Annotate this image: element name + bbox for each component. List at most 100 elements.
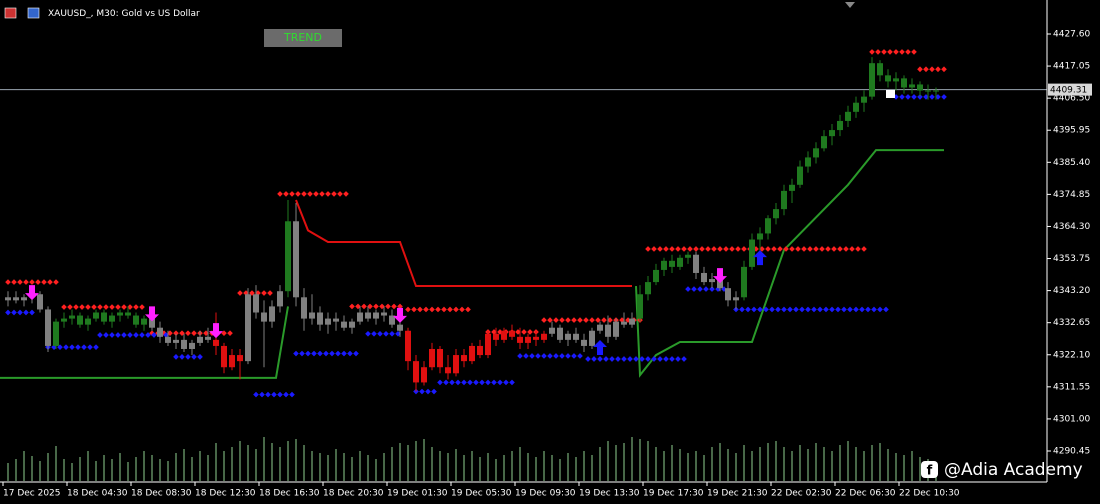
candle-body: [461, 355, 467, 362]
level-dot: [109, 332, 115, 338]
level-dot: [941, 66, 947, 73]
level-dot: [899, 94, 905, 100]
level-dot: [621, 356, 627, 362]
level-dot: [553, 353, 559, 359]
level-dot: [799, 306, 805, 313]
level-dot: [145, 332, 151, 338]
level-dot: [121, 304, 127, 310]
level-dot: [277, 391, 283, 398]
level-dot: [373, 303, 379, 310]
x-tick-label: 18 Dec 20:30: [323, 489, 384, 499]
level-dot: [765, 246, 771, 252]
level-dot: [645, 246, 651, 252]
level-dot: [419, 388, 425, 395]
level-dot: [675, 356, 681, 362]
level-dot: [917, 66, 923, 73]
level-dot: [813, 246, 819, 252]
level-dot: [597, 356, 603, 362]
candle-body: [349, 321, 355, 328]
level-dot: [185, 330, 191, 336]
level-dot: [711, 246, 717, 252]
x-tick-label: 17 Dec 2025: [3, 489, 61, 499]
level-dot: [295, 191, 301, 197]
candle-body: [213, 339, 219, 346]
level-dot: [609, 356, 615, 362]
candle-body: [749, 239, 755, 267]
level-dot: [109, 304, 115, 310]
level-dot: [763, 306, 769, 313]
current-price-box: [1048, 83, 1092, 96]
candle-body: [861, 96, 867, 103]
level-dot: [853, 306, 859, 313]
trail-line: [295, 199, 632, 288]
candle-body: [917, 84, 923, 91]
level-dot: [17, 279, 23, 285]
level-dot: [577, 317, 583, 323]
level-dot: [367, 303, 373, 310]
level-dot: [293, 350, 299, 357]
candle-body: [165, 336, 171, 343]
level-dot: [775, 306, 781, 313]
level-dot: [17, 309, 23, 316]
level-dot: [905, 49, 911, 55]
x-tick-label: 19 Dec 05:30: [451, 489, 512, 499]
level-dot: [425, 388, 431, 395]
facebook-icon: [921, 461, 938, 478]
level-dot: [139, 332, 145, 338]
candle-body: [293, 221, 299, 298]
candle-body: [101, 312, 107, 322]
level-dot: [527, 329, 533, 335]
level-dot: [861, 246, 867, 252]
plot-area: [0, 49, 1047, 481]
level-dot: [301, 191, 307, 197]
level-dot: [929, 94, 935, 100]
level-dot: [271, 391, 277, 398]
y-tick-label: 4353.75: [1053, 254, 1090, 264]
candle-body: [693, 254, 699, 273]
level-dot: [789, 246, 795, 252]
level-dot: [911, 94, 917, 100]
level-dot: [935, 94, 941, 100]
candle-body: [357, 312, 363, 322]
y-tick-label: 4343.20: [1053, 286, 1090, 296]
candle-body: [469, 345, 475, 362]
candle-body: [421, 367, 427, 383]
level-dot: [777, 246, 783, 252]
level-dot: [693, 246, 699, 252]
level-dot: [259, 391, 265, 398]
y-tick-label: 4385.40: [1053, 158, 1090, 168]
candle-body: [717, 279, 723, 289]
level-dot: [823, 306, 829, 313]
level-dot: [535, 353, 541, 359]
candle-body: [765, 218, 771, 234]
signal-arrow: [25, 285, 39, 301]
level-dot: [835, 306, 841, 313]
candle-body: [629, 318, 635, 325]
level-dot: [353, 350, 359, 357]
level-dot: [411, 306, 417, 313]
candle-body: [805, 157, 811, 167]
level-dot: [289, 391, 295, 398]
level-dot: [85, 304, 91, 310]
level-dot: [221, 330, 227, 336]
level-dot: [859, 306, 865, 313]
x-tick-label: 19 Dec 17:30: [643, 489, 704, 499]
level-dot: [651, 246, 657, 252]
level-dot: [491, 379, 497, 386]
level-dot: [311, 350, 317, 357]
level-dot: [151, 332, 157, 338]
candle-body: [781, 190, 787, 210]
candle-body: [573, 333, 579, 340]
candle-body: [381, 312, 387, 316]
candle-body: [925, 90, 931, 92]
trend-button-label[interactable]: TREND: [283, 31, 322, 44]
candle-body: [141, 318, 147, 325]
level-dot: [75, 344, 81, 350]
candle-body: [837, 120, 843, 131]
level-dot: [253, 391, 259, 398]
level-dot: [459, 306, 465, 313]
candle-body: [181, 339, 187, 349]
level-dot: [453, 306, 459, 313]
level-dot: [565, 353, 571, 359]
trend-button[interactable]: [264, 29, 342, 47]
